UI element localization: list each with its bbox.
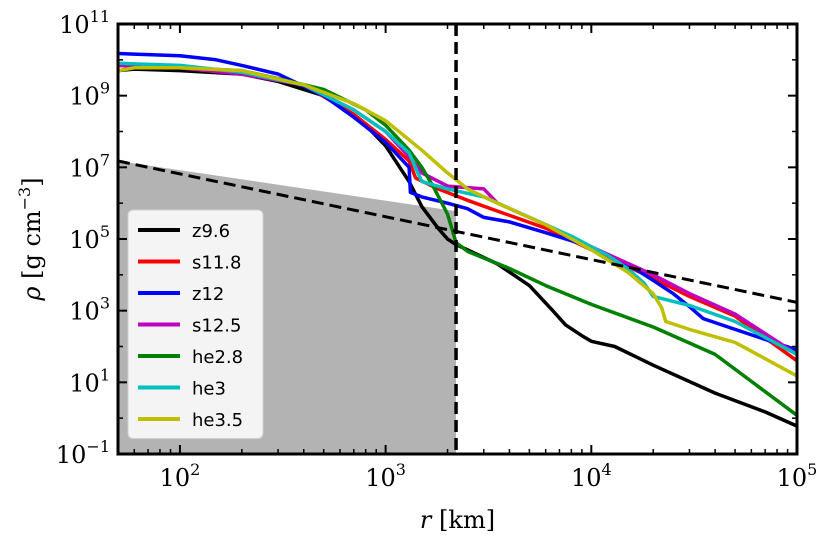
y-tick-label-exp: 5 [100, 222, 110, 241]
series-line-he3-5 [118, 66, 797, 378]
y-tick-label-base: 10 [69, 369, 100, 397]
x-tick-label-exp: 4 [601, 460, 611, 479]
y-tick-label-exp: 9 [100, 79, 110, 98]
y-tick-label: 103 [69, 294, 110, 326]
x-tick-label-base: 10 [160, 464, 191, 492]
x-tick-label: 102 [160, 460, 201, 492]
y-axis-label: ρ [g cm−3] [15, 177, 46, 301]
x-tick-label-base: 10 [365, 464, 396, 492]
y-tick-label-base: 10 [69, 298, 100, 326]
y-tick-label: 1011 [59, 7, 110, 39]
x-axis-unit: [km] [431, 506, 495, 534]
legend-box [127, 209, 264, 439]
x-tick-label-exp: 5 [807, 460, 817, 479]
y-tick-label: 109 [69, 79, 110, 111]
x-tick-label: 104 [571, 460, 612, 492]
legend-label: he3.5 [192, 410, 243, 431]
legend-label: he3 [192, 379, 226, 400]
y-tick-label-exp: 7 [100, 150, 110, 169]
x-tick-label-base: 10 [571, 464, 602, 492]
y-tick-label-base: 10 [69, 154, 100, 182]
y-tick-label: 10−1 [56, 437, 110, 469]
y-tick-label: 105 [69, 222, 110, 254]
y-tick-label-base: 10 [69, 83, 100, 111]
x-tick-label-exp: 3 [396, 460, 406, 479]
x-axis-label: r [km] [420, 506, 495, 534]
legend-label: z12 [192, 284, 224, 305]
y-tick-label: 101 [69, 365, 110, 397]
y-tick-label-exp: 3 [100, 294, 110, 313]
y-axis-unit-exp: −3 [15, 187, 34, 211]
y-axis-unit-close: ] [18, 177, 46, 186]
legend-label: he2.8 [192, 347, 243, 368]
y-tick-label-base: 10 [56, 441, 87, 469]
x-tick-label: 105 [777, 460, 818, 492]
legend-label: z9.6 [192, 221, 230, 242]
y-tick-label-exp: 1 [100, 365, 110, 384]
x-tick-label: 103 [365, 460, 406, 492]
x-tick-label-base: 10 [777, 464, 808, 492]
y-tick-label-base: 10 [69, 226, 100, 254]
y-tick-label: 107 [69, 150, 110, 182]
y-axis-unit: [g cm [18, 210, 46, 286]
y-axis-symbol: ρ [18, 287, 46, 302]
y-tick-label-base: 10 [59, 11, 90, 39]
x-axis-symbol: r [420, 506, 433, 534]
legend-label: s11.8 [192, 253, 241, 274]
legend-label: s12.5 [192, 316, 241, 337]
y-tick-label-exp: 11 [90, 7, 110, 26]
y-tick-label-exp: −1 [86, 437, 110, 456]
x-tick-label-exp: 2 [190, 460, 200, 479]
